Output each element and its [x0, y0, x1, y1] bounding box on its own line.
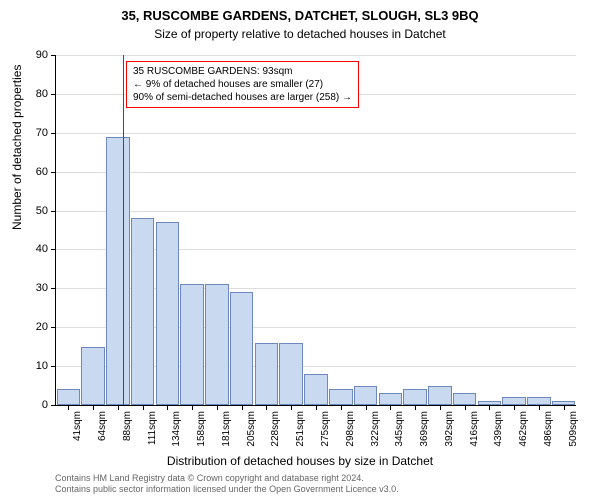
y-tick [51, 327, 56, 328]
histogram-bar [354, 386, 378, 405]
annotation-box: 35 RUSCOMBE GARDENS: 93sqm ← 9% of detac… [126, 61, 359, 108]
x-tick-label: 158sqm [196, 411, 207, 447]
histogram-bar [453, 393, 477, 405]
y-tick-label: 90 [36, 49, 48, 61]
x-tick [539, 405, 540, 410]
grid-line [56, 133, 576, 134]
x-tick [143, 405, 144, 410]
x-tick [266, 405, 267, 410]
y-tick-label: 10 [36, 360, 48, 372]
histogram-bar [527, 397, 551, 405]
chart-plot-area: 010203040506070809041sqm64sqm88sqm111sqm… [55, 55, 576, 406]
x-tick-label: 88sqm [122, 411, 133, 441]
y-tick [51, 249, 56, 250]
annotation-line-1: 35 RUSCOMBE GARDENS: 93sqm [133, 65, 352, 78]
title-main: 35, RUSCOMBE GARDENS, DATCHET, SLOUGH, S… [0, 0, 600, 23]
x-tick-label: 439sqm [493, 411, 504, 447]
x-tick [465, 405, 466, 410]
histogram-bar [403, 389, 427, 405]
chart-container: 35, RUSCOMBE GARDENS, DATCHET, SLOUGH, S… [0, 0, 600, 500]
footer-line-2: Contains public sector information licen… [55, 484, 399, 496]
x-tick-label: 64sqm [97, 411, 108, 441]
y-tick-label: 30 [36, 282, 48, 294]
y-tick [51, 94, 56, 95]
grid-line [56, 172, 576, 173]
annotation-line-3: 90% of semi-detached houses are larger (… [133, 91, 352, 104]
y-tick [51, 133, 56, 134]
y-axis-title: Number of detached properties [10, 65, 24, 230]
x-tick [192, 405, 193, 410]
y-tick-label: 20 [36, 321, 48, 333]
x-tick [341, 405, 342, 410]
histogram-bar [329, 389, 353, 405]
x-tick [415, 405, 416, 410]
footer-line-1: Contains HM Land Registry data © Crown c… [55, 473, 399, 485]
histogram-bar [428, 386, 452, 405]
histogram-bar [180, 284, 204, 405]
x-tick [440, 405, 441, 410]
x-tick-label: 509sqm [568, 411, 579, 447]
x-tick-label: 228sqm [270, 411, 281, 447]
histogram-bar [279, 343, 303, 405]
x-tick-label: 345sqm [394, 411, 405, 447]
histogram-bar [131, 218, 155, 405]
histogram-bar [230, 292, 254, 405]
x-tick [68, 405, 69, 410]
x-tick-label: 486sqm [543, 411, 554, 447]
y-tick-label: 70 [36, 127, 48, 139]
histogram-bar [502, 397, 526, 405]
x-tick [390, 405, 391, 410]
x-tick [217, 405, 218, 410]
x-tick-label: 322sqm [370, 411, 381, 447]
x-axis-title: Distribution of detached houses by size … [0, 454, 600, 468]
x-tick-label: 134sqm [171, 411, 182, 447]
x-tick [564, 405, 565, 410]
x-tick-label: 298sqm [345, 411, 356, 447]
title-sub: Size of property relative to detached ho… [0, 23, 600, 41]
y-tick [51, 172, 56, 173]
x-tick [514, 405, 515, 410]
x-tick-label: 392sqm [444, 411, 455, 447]
y-tick [51, 211, 56, 212]
grid-line [56, 55, 576, 56]
y-tick-label: 60 [36, 166, 48, 178]
histogram-bar [379, 393, 403, 405]
x-tick-label: 462sqm [518, 411, 529, 447]
x-tick [118, 405, 119, 410]
x-tick [93, 405, 94, 410]
histogram-bar [156, 222, 180, 405]
x-tick [366, 405, 367, 410]
histogram-bar [205, 284, 229, 405]
grid-line [56, 211, 576, 212]
y-tick [51, 55, 56, 56]
histogram-bar [255, 343, 279, 405]
reference-marker-line [123, 55, 124, 405]
x-tick-label: 275sqm [320, 411, 331, 447]
histogram-bar [304, 374, 328, 405]
y-tick-label: 80 [36, 88, 48, 100]
y-tick [51, 366, 56, 367]
y-tick [51, 288, 56, 289]
x-tick [167, 405, 168, 410]
y-tick-label: 0 [42, 399, 48, 411]
y-tick-label: 40 [36, 243, 48, 255]
x-tick [242, 405, 243, 410]
x-tick [489, 405, 490, 410]
x-tick [291, 405, 292, 410]
x-tick-label: 369sqm [419, 411, 430, 447]
x-tick [316, 405, 317, 410]
annotation-line-2: ← 9% of detached houses are smaller (27) [133, 78, 352, 91]
histogram-bar [106, 137, 130, 405]
y-tick-label: 50 [36, 205, 48, 217]
x-tick-label: 251sqm [295, 411, 306, 447]
histogram-bar [81, 347, 105, 405]
y-tick [51, 405, 56, 406]
footer-text: Contains HM Land Registry data © Crown c… [55, 473, 399, 496]
x-tick-label: 205sqm [246, 411, 257, 447]
x-tick-label: 111sqm [147, 411, 158, 445]
x-tick-label: 41sqm [72, 411, 83, 441]
x-tick-label: 181sqm [221, 411, 232, 447]
histogram-bar [57, 389, 81, 405]
x-tick-label: 416sqm [469, 411, 480, 447]
